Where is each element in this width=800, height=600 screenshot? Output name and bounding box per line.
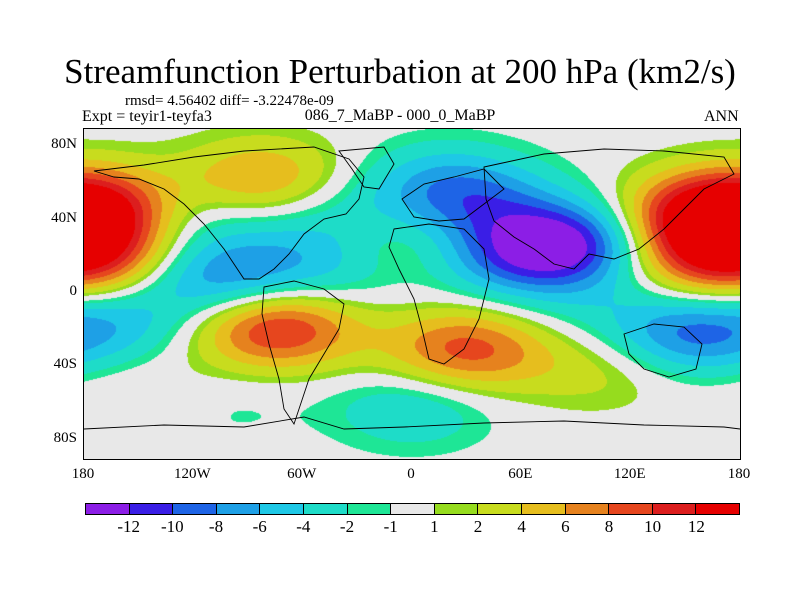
colorbar-level-label: -1 (383, 517, 398, 536)
y-tick-label: 40N (51, 209, 77, 226)
colorbar-segment (521, 504, 566, 514)
colorbar-segment (478, 504, 522, 514)
chart-title: Streamfunction Perturbation at 200 hPa (… (64, 52, 736, 91)
season-label: ANN (704, 108, 739, 125)
colorbar-level-label: 2 (473, 517, 483, 536)
colorbar-level-label: -2 (339, 517, 355, 536)
colorbar-segment (609, 504, 653, 514)
experiment-label: Expt = teyir1-teyfa3 (82, 108, 212, 125)
colorbar-level-label: 8 (604, 517, 614, 536)
x-tick-label: 120E (613, 466, 646, 482)
colorbar-segment (303, 504, 348, 514)
y-tick-label: 40S (53, 356, 77, 373)
colorbar-level-label: 4 (517, 517, 526, 536)
colorbar-level-label: 12 (687, 517, 705, 536)
coastline-europe (401, 168, 505, 222)
coastline-greenland (338, 146, 395, 190)
colorbar-level-label: -10 (160, 517, 184, 536)
x-tick-label: 0 (407, 466, 415, 482)
coastline-africa (388, 223, 490, 365)
colorbar-segment (565, 504, 610, 514)
x-tick-label: 120W (173, 466, 211, 482)
colorbar-segment (260, 504, 304, 514)
stats-text: rmsd= 4.56402 diff= -3.22478e-09 (125, 93, 334, 109)
x-tick-label: 180 (727, 466, 751, 482)
colorbar-segment (391, 504, 435, 514)
comparison-label: 086_7_MaBP - 000_0_MaBP (304, 107, 496, 124)
coastline-overlay (84, 146, 740, 430)
colorbar-segment (173, 504, 217, 514)
coastline-asia (483, 148, 735, 270)
colorbar-level-label: -4 (296, 517, 311, 536)
colorbar (85, 503, 740, 515)
colorbar-level-label: -6 (252, 517, 267, 536)
colorbar-segment (129, 504, 174, 514)
colorbar-segment (86, 504, 130, 514)
colorbar-segment (652, 504, 697, 514)
x-tick-label: 60E (508, 466, 533, 482)
colorbar-segment (696, 504, 739, 514)
coastline-antarctica (84, 416, 740, 430)
map-plot-area (83, 128, 741, 460)
colorbar-level-label: 6 (561, 517, 570, 536)
colorbar-level-label: -12 (117, 517, 140, 536)
colorbar-segment (216, 504, 261, 514)
x-tick-label: 180 (71, 466, 95, 482)
colorbar-segment (347, 504, 392, 514)
y-tick-label: 80N (51, 136, 77, 153)
colorbar-level-label: 1 (430, 517, 439, 536)
colorbar-segment (434, 504, 479, 514)
y-tick-label: 0 (69, 283, 78, 299)
coastline-north-america (93, 146, 365, 280)
x-tick-label: 60W (287, 466, 317, 482)
y-tick-label: 80S (53, 429, 77, 446)
colorbar-level-label: -8 (208, 517, 224, 536)
colorbar-level-label: 10 (644, 517, 662, 536)
coastline-south-america (261, 280, 345, 426)
coastline-australia (623, 323, 703, 378)
